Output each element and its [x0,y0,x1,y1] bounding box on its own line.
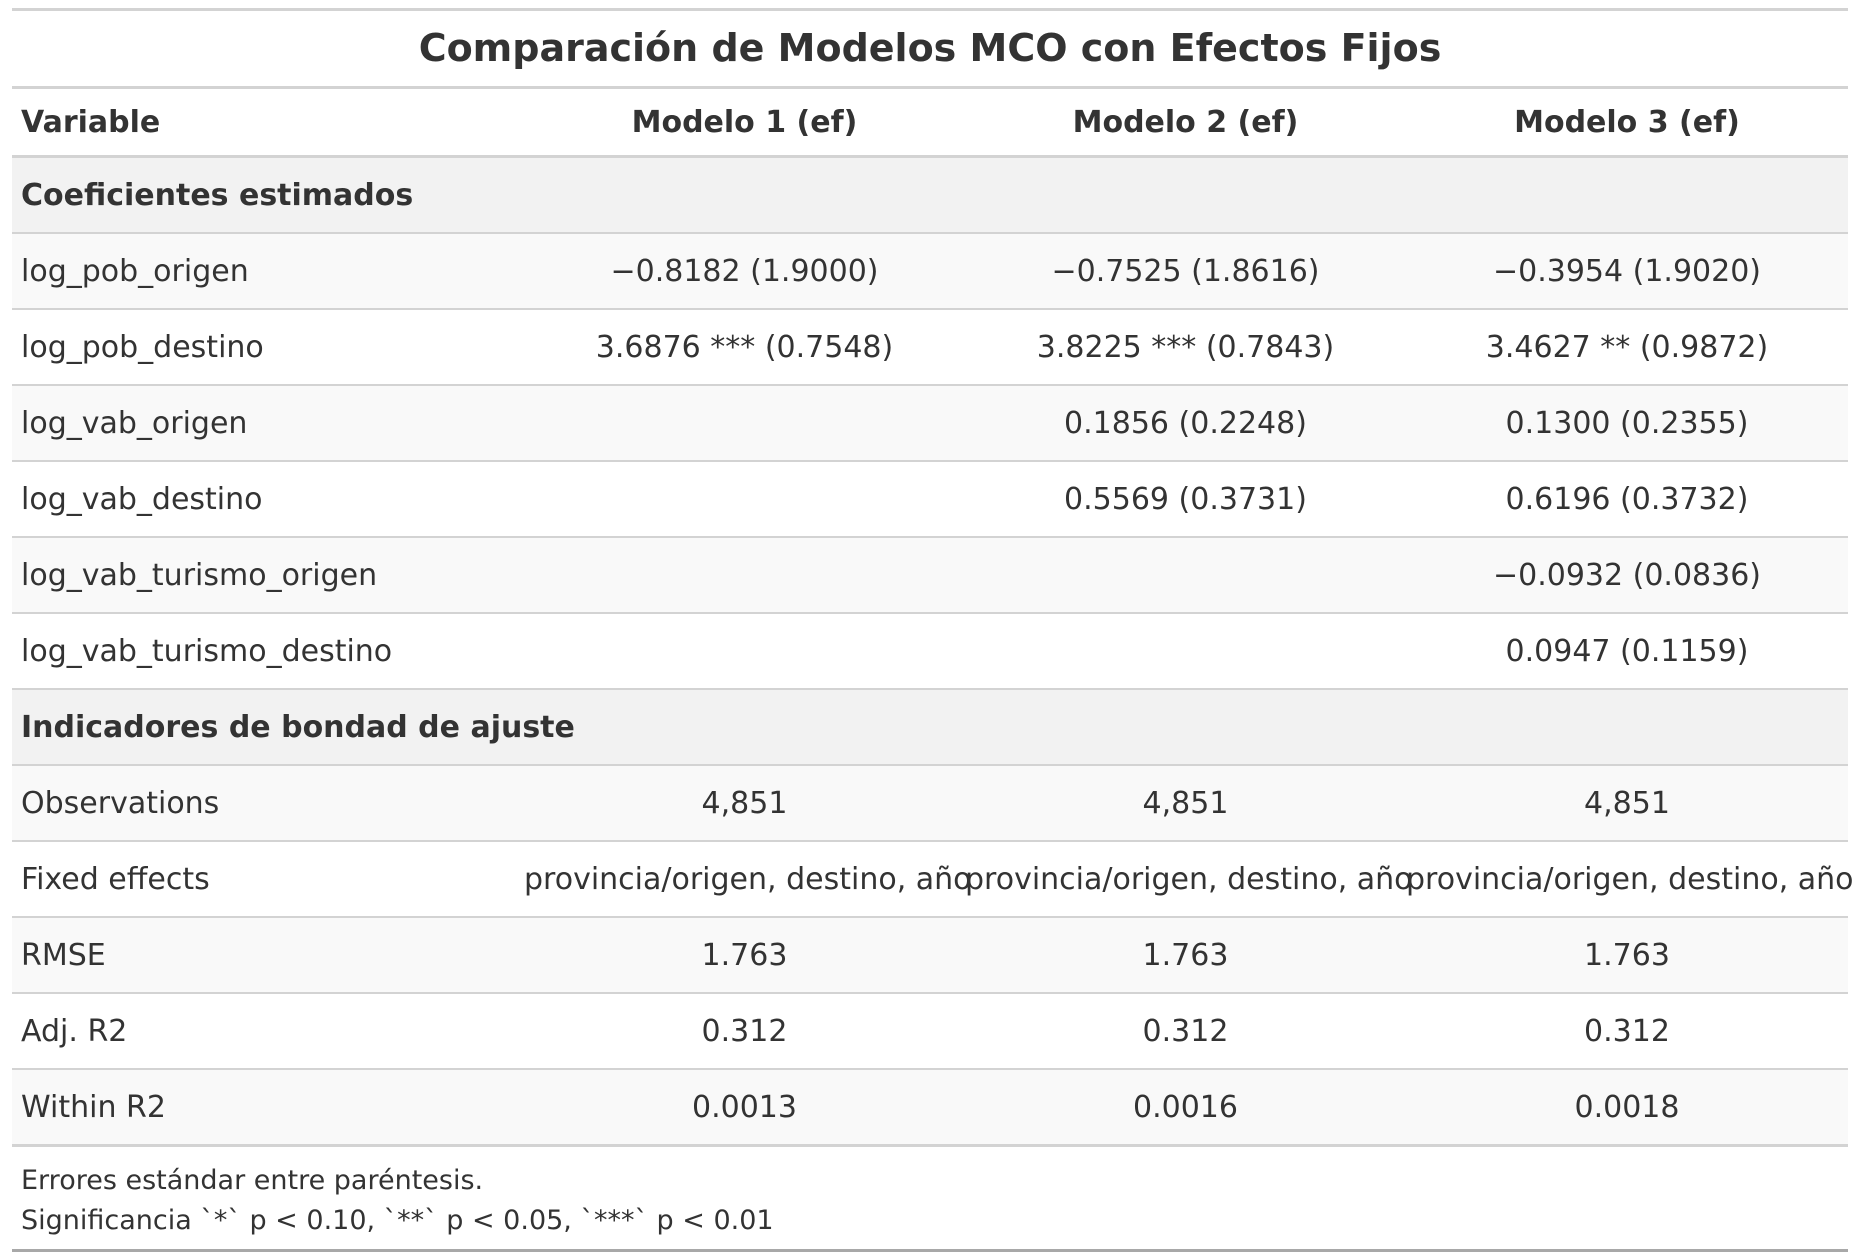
modelo-1-cell [524,537,965,614]
modelo-3-cell: 3.4627 ** (0.9872) [1406,309,1848,386]
modelo-3-cell: 0.0018 [1406,1069,1848,1147]
modelo-3-cell: 0.312 [1406,993,1848,1070]
modelo-2-cell [965,537,1406,614]
table-row: Adj. R2 0.312 0.312 0.312 [12,993,1848,1070]
table-row: log_vab_turismo_origen −0.0932 (0.0836) [12,537,1848,614]
modelo-1-cell: −0.8182 (1.9000) [524,233,965,310]
group-label: Coeficientes estimados [12,156,1848,234]
modelo-2-cell: 0.5569 (0.3731) [965,461,1406,538]
modelo-1-cell [524,461,965,538]
bottom-rule [12,1249,1848,1252]
modelo-3-cell: −0.0932 (0.0836) [1406,537,1848,614]
table-row: RMSE 1.763 1.763 1.763 [12,917,1848,994]
variable-cell: log_vab_turismo_destino [12,613,524,690]
modelo-1-cell: 0.312 [524,993,965,1070]
modelo-2-cell: 0.1856 (0.2248) [965,385,1406,462]
table-title: Comparación de Modelos MCO con Efectos F… [12,11,1848,89]
modelo-2-cell: provincia/origen, destino, año [965,841,1413,918]
modelo-2-cell: 0.0016 [965,1069,1406,1147]
table-row: log_vab_origen 0.1856 (0.2248) 0.1300 (0… [12,385,1848,462]
modelo-2-cell [965,613,1406,690]
modelo-3-cell: 0.6196 (0.3732) [1406,461,1848,538]
modelo-1-cell: 4,851 [524,765,965,842]
header-row: Variable Modelo 1 (ef) Modelo 2 (ef) Mod… [12,89,1848,158]
modelo-3-cell: provincia/origen, destino, año [1406,841,1852,918]
top-rule [12,8,1848,11]
modelo-3-cell: 0.0947 (0.1159) [1406,613,1848,690]
note-standard-errors: Errores estándar entre paréntesis. [21,1165,484,1196]
table-row: Observations 4,851 4,851 4,851 [12,765,1848,842]
group-label: Indicadores de bondad de ajuste [12,689,1848,766]
modelo-1-cell: 3.6876 *** (0.7548) [524,309,965,386]
column-header-modelo-1: Modelo 1 (ef) [524,89,965,158]
table-row: log_pob_origen −0.8182 (1.9000) −0.7525 … [12,233,1848,310]
table-row: log_vab_destino 0.5569 (0.3731) 0.6196 (… [12,461,1848,538]
column-header-variable: Variable [12,89,524,158]
note-significance: Significancia `*` p < 0.10, `**` p < 0.0… [21,1205,774,1236]
modelo-2-cell: 3.8225 *** (0.7843) [965,309,1406,386]
modelo-1-cell [524,613,965,690]
variable-cell: log_pob_origen [12,233,524,310]
modelo-1-cell: 1.763 [524,917,965,994]
modelo-3-cell: 1.763 [1406,917,1848,994]
regression-table-container: Comparación de Modelos MCO con Efectos F… [12,8,1852,1252]
regression-table: Variable Modelo 1 (ef) Modelo 2 (ef) Mod… [12,89,1852,1147]
variable-cell: RMSE [12,917,524,994]
column-header-modelo-3: Modelo 3 (ef) [1406,89,1848,158]
column-header-modelo-2: Modelo 2 (ef) [965,89,1406,158]
variable-cell: Observations [12,765,524,842]
modelo-2-cell: 1.763 [965,917,1406,994]
variable-cell: log_pob_destino [12,309,524,386]
modelo-1-cell: 0.0013 [524,1069,965,1147]
table-notes: Errores estándar entre paréntesis. Signi… [12,1147,1848,1241]
table-row: log_vab_turismo_destino 0.0947 (0.1159) [12,613,1848,690]
table-row: Fixed effects provincia/origen, destino,… [12,841,1852,918]
variable-cell: log_vab_turismo_origen [12,537,524,614]
modelo-2-cell: 4,851 [965,765,1406,842]
modelo-3-cell: 0.1300 (0.2355) [1406,385,1848,462]
variable-cell: Adj. R2 [12,993,524,1070]
variable-cell: Within R2 [12,1069,524,1147]
modelo-3-cell: −0.3954 (1.9020) [1406,233,1848,310]
modelo-2-cell: 0.312 [965,993,1406,1070]
modelo-3-cell: 4,851 [1406,765,1848,842]
table-row: log_pob_destino 3.6876 *** (0.7548) 3.82… [12,309,1848,386]
variable-cell: log_vab_origen [12,385,524,462]
modelo-2-cell: −0.7525 (1.8616) [965,233,1406,310]
modelo-1-cell: provincia/origen, destino, año [524,841,972,918]
table-row: Within R2 0.0013 0.0016 0.0018 [12,1069,1848,1147]
variable-cell: Fixed effects [12,841,524,918]
modelo-1-cell [524,385,965,462]
variable-cell: log_vab_destino [12,461,524,538]
group-row-coefficients: Coeficientes estimados [12,156,1848,234]
group-row-goodness-of-fit: Indicadores de bondad de ajuste [12,689,1848,766]
